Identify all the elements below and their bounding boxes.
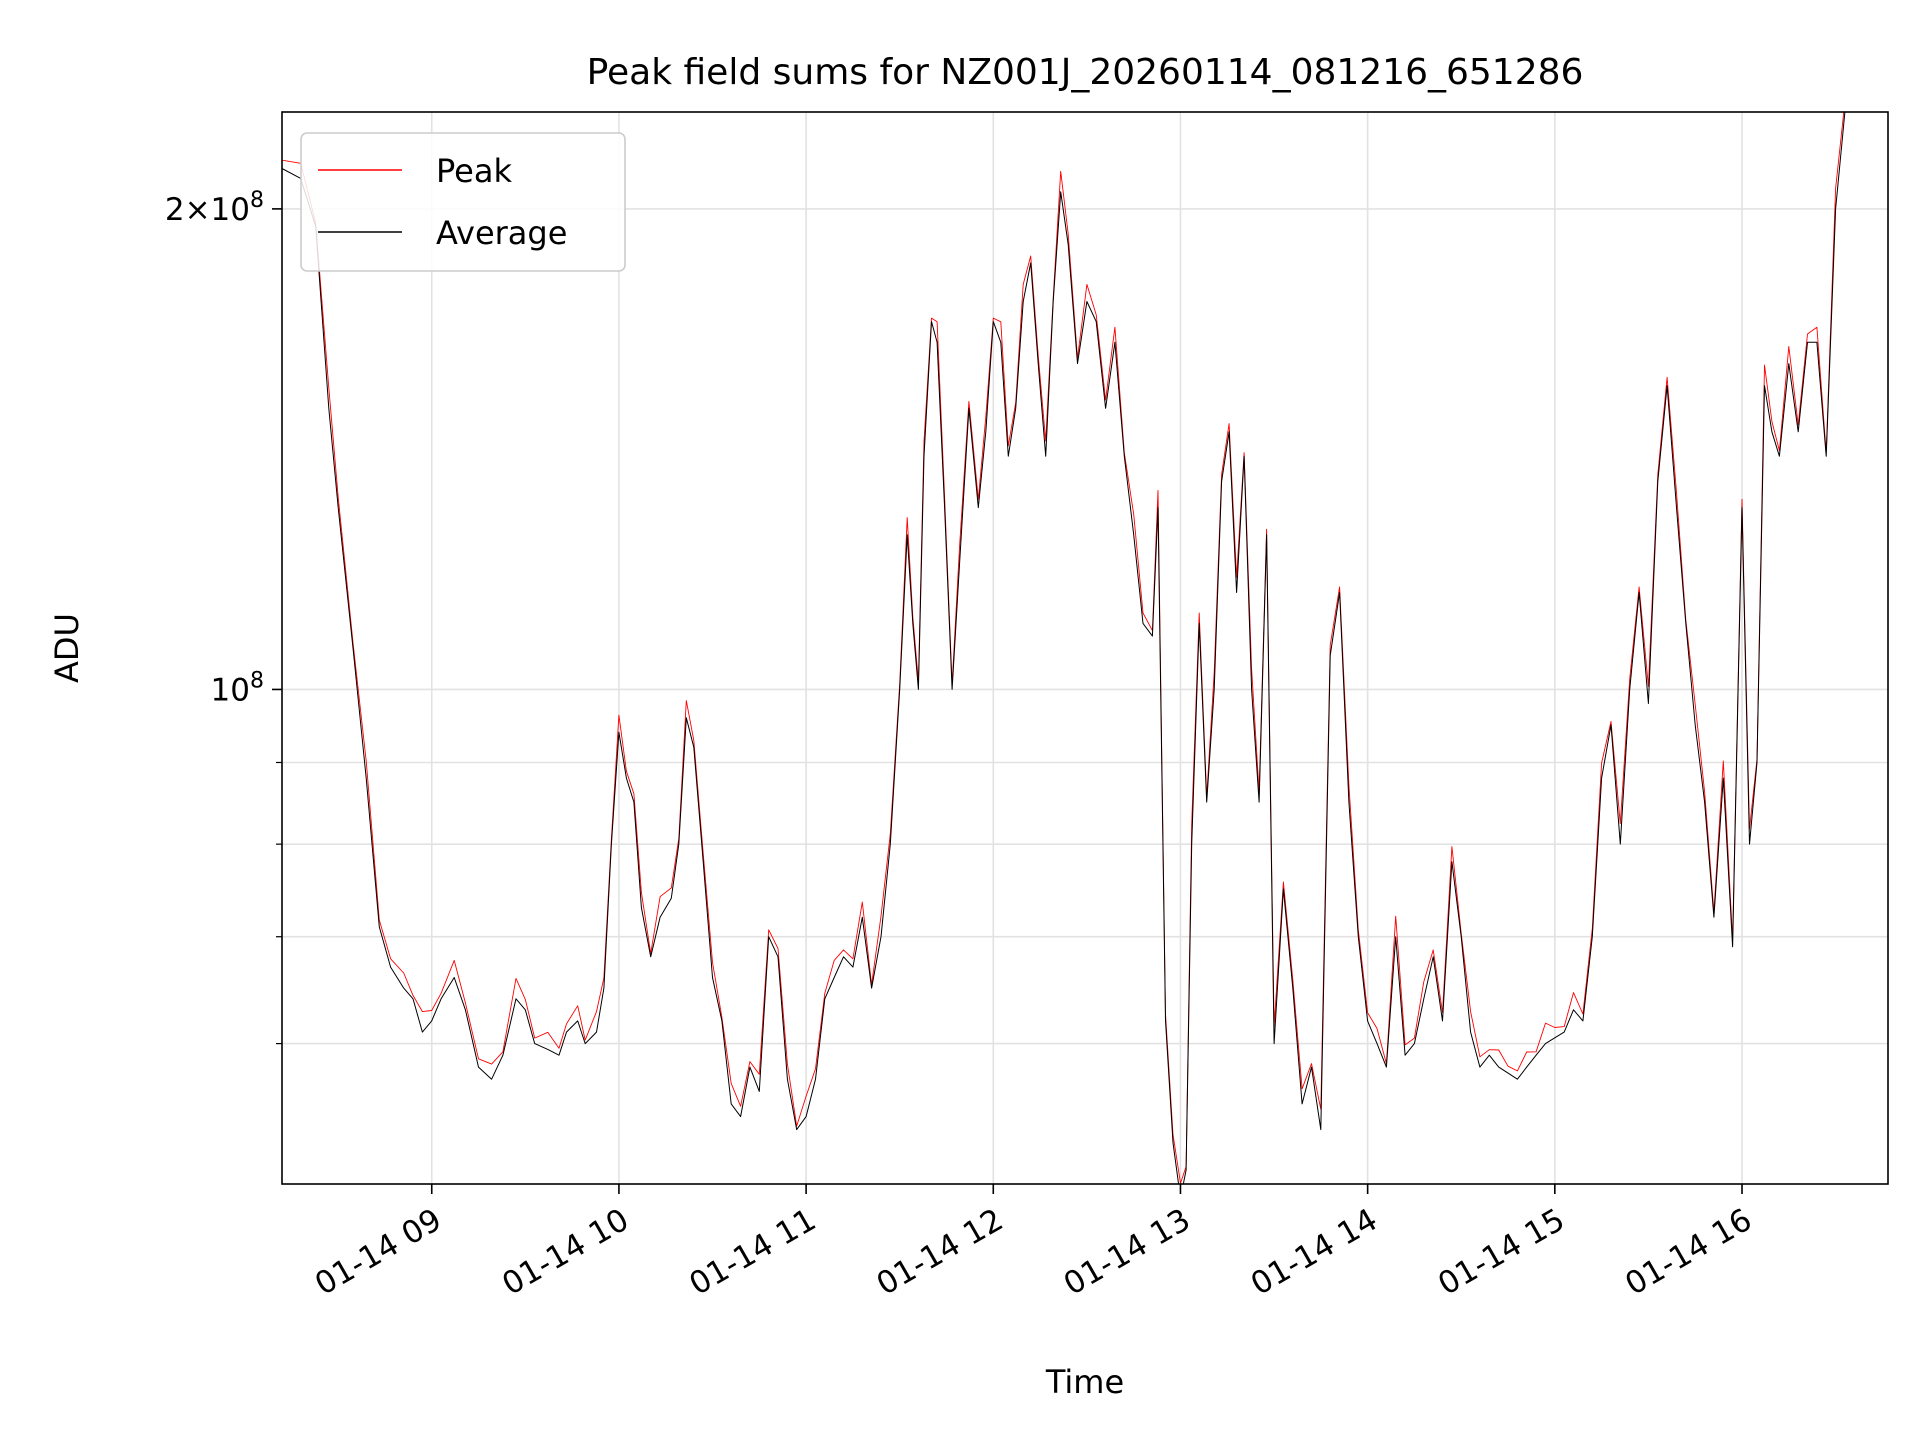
y-tick-label: 2×108 bbox=[165, 188, 264, 228]
y-axis: 108 2×108 bbox=[165, 188, 282, 1045]
y-axis-label: ADU bbox=[48, 613, 86, 683]
legend-box bbox=[300, 132, 626, 272]
series-line-average bbox=[282, 112, 1846, 1184]
y-tick-label: 108 bbox=[211, 668, 264, 708]
legend-label-average: Average bbox=[436, 214, 567, 252]
x-axis-label: Time bbox=[1045, 1363, 1124, 1401]
series-layer bbox=[282, 112, 1846, 1184]
plot-frame bbox=[281, 111, 1889, 1185]
grid-lines bbox=[282, 112, 1888, 1184]
legend: Peak Average bbox=[300, 132, 626, 272]
chart-title: Peak field sums for NZ001J_20260114_0812… bbox=[587, 52, 1584, 93]
legend-label-peak: Peak bbox=[436, 152, 512, 190]
